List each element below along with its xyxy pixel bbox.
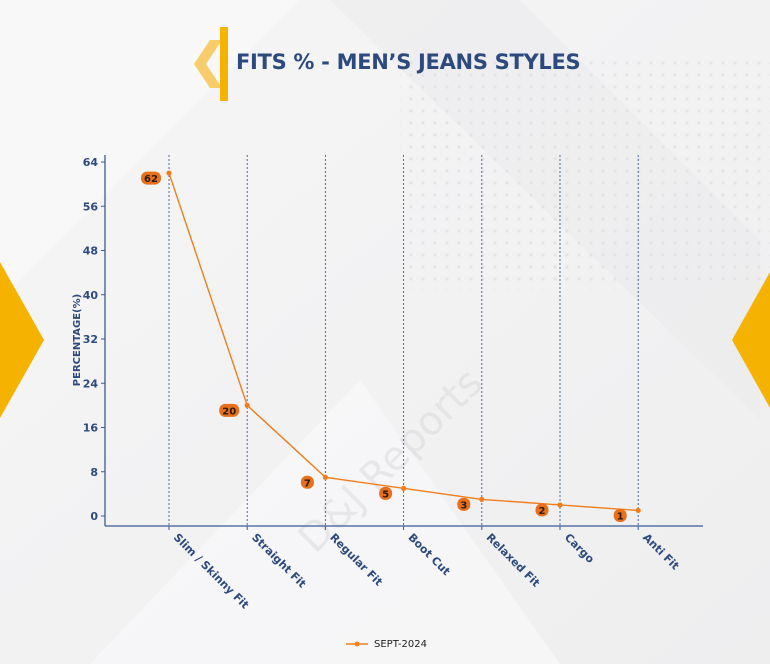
y-ticks: 0 8 16 24 32 40 48 56 64: [83, 156, 105, 523]
grid-lines: [168, 155, 639, 526]
y-tick-label: 64: [83, 156, 99, 169]
y-tick-label: 24: [83, 377, 99, 390]
y-axis-label: PERCENTAGE(%): [72, 294, 83, 386]
y-tick-label: 56: [83, 200, 99, 213]
legend-line-marker: [346, 641, 368, 647]
x-tick-label: Slim / Skinny Fit: [171, 531, 251, 611]
x-tick-label: Cargo: [562, 531, 597, 566]
data-label-bg: [535, 503, 549, 517]
data-label-bg: [219, 403, 240, 417]
page-title: FITS % - MEN’S JEANS STYLES: [236, 50, 581, 74]
data-point: [322, 474, 328, 480]
data-label-bg: [613, 508, 627, 522]
data-label: 2: [539, 506, 546, 517]
data-label: 5: [382, 489, 389, 500]
data-point: [557, 502, 563, 508]
data-point: [479, 496, 485, 503]
right-accent-shape: [732, 272, 770, 408]
data-label: 7: [304, 478, 311, 489]
data-label-bg: [141, 171, 161, 185]
x-tick-label: Boot Cut: [405, 531, 452, 578]
x-tick-label: Regular Fit: [327, 531, 385, 589]
data-label: 20: [222, 406, 236, 417]
data-point: [401, 485, 407, 491]
left-accent-shape: [0, 262, 44, 418]
data-label: 1: [617, 511, 624, 522]
data-point: [244, 402, 250, 408]
legend: SEPT-2024: [346, 636, 427, 652]
title-chevron-icon: [194, 27, 228, 101]
y-tick-label: 40: [83, 289, 99, 302]
y-tick-label: 32: [83, 333, 98, 346]
series: [166, 170, 641, 514]
legend-item-label: SEPT-2024: [374, 638, 427, 650]
data-point: [166, 170, 172, 176]
data-label: 3: [460, 500, 467, 511]
y-tick-label: 48: [83, 245, 98, 258]
data-label-bg: [379, 486, 393, 500]
y-tick-label: 8: [90, 466, 98, 479]
data-point: [635, 507, 641, 514]
y-tick-label: 0: [90, 510, 98, 523]
data-label-bg: [300, 475, 314, 489]
x-tick-label: Relaxed Fit: [484, 531, 543, 590]
data-label: 62: [144, 174, 158, 185]
data-labels: 62 20 7 5 3 2 1: [141, 171, 627, 522]
watermark: D&J Reports: [290, 360, 492, 562]
title-block: FITS % - MEN’S JEANS STYLES: [192, 26, 612, 102]
data-label-bg: [457, 497, 471, 511]
x-tick-label: Anti Fit: [640, 531, 682, 573]
y-tick-label: 16: [83, 422, 99, 435]
